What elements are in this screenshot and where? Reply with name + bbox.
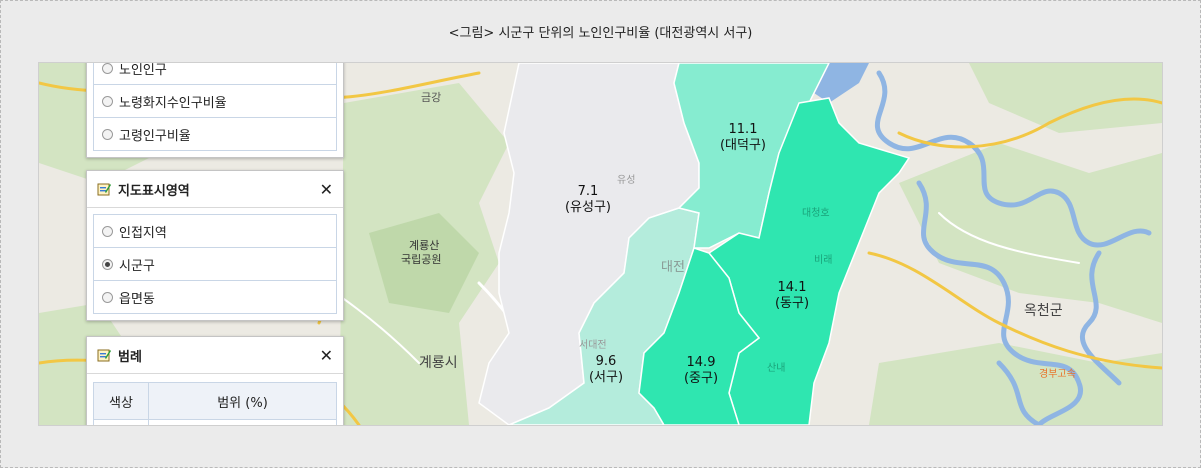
region-junggu[interactable] bbox=[638, 247, 761, 425]
legend-range-cell bbox=[148, 419, 337, 425]
value-daedeok: 11.1 bbox=[729, 122, 758, 137]
label-gyeryong: 계룡시 bbox=[419, 355, 458, 371]
option-label: 노인인구 bbox=[119, 62, 167, 78]
label-okcheon: 옥천군 bbox=[1024, 303, 1063, 319]
label-daecheong: 대청호 bbox=[802, 207, 830, 219]
edit-note-icon bbox=[97, 183, 111, 196]
water-layer bbox=[874, 70, 1152, 425]
value-donggu: 14.1 bbox=[778, 280, 807, 295]
label-daejeon: 대전 bbox=[661, 260, 685, 275]
legend-panel: 범례 ✕ 색상 범위 (%) bbox=[86, 336, 344, 425]
display-area-option-list: 인접지역 시군구 읍면동 bbox=[93, 214, 337, 314]
option-eupmyeondong[interactable]: 읍면동 bbox=[94, 281, 336, 313]
option-sigungu[interactable]: 시군구 bbox=[94, 248, 336, 281]
option-adjacent-area[interactable]: 인접지역 bbox=[94, 215, 336, 248]
label-sannae: 산내 bbox=[767, 362, 785, 374]
map-viewport[interactable]: 금강 계룡산 국립공원 계룡시 옥천군 경부고속 유성 대전 서대전 대청호 비… bbox=[38, 62, 1163, 426]
value-junggu: 14.9 bbox=[687, 355, 716, 370]
close-icon[interactable]: ✕ bbox=[319, 345, 333, 365]
name-donggu: (동구) bbox=[775, 296, 809, 311]
legend-column-range: 범위 (%) bbox=[148, 382, 337, 420]
figure-caption: <그림> 시군구 단위의 노인인구비율 (대전광역시 서구) bbox=[448, 26, 753, 41]
legend-column-color: 색상 bbox=[93, 382, 149, 420]
option-label: 인접지역 bbox=[119, 225, 167, 241]
name-yuseong: (유성구) bbox=[565, 200, 611, 215]
radio-button[interactable] bbox=[102, 225, 113, 237]
option-label: 시군구 bbox=[119, 258, 155, 274]
radio-button[interactable] bbox=[102, 95, 113, 107]
panel-title: 지도표시영역 bbox=[118, 183, 190, 199]
indicator-option-list: 노인인구 노령화지수인구비율 고령인구비율 bbox=[93, 62, 337, 151]
edit-note-icon bbox=[97, 349, 111, 362]
value-seogu: 9.6 bbox=[596, 354, 617, 369]
name-seogu: (서구) bbox=[589, 370, 623, 385]
option-elderly-ratio[interactable]: 고령인구비율 bbox=[94, 118, 336, 150]
legend-header-row: 색상 범위 (%) bbox=[93, 382, 337, 420]
legend-swatch-cell bbox=[93, 419, 149, 425]
option-aging-index[interactable]: 노령화지수인구비율 bbox=[94, 85, 336, 118]
region-donggu[interactable] bbox=[707, 97, 911, 425]
option-label: 노령화지수인구비율 bbox=[119, 95, 227, 111]
name-daedeok: (대덕구) bbox=[720, 138, 766, 153]
value-yuseong: 7.1 bbox=[578, 184, 599, 199]
panel-title: 범례 bbox=[118, 349, 142, 365]
label-seodaejeon: 서대전 bbox=[579, 339, 607, 351]
legend-row bbox=[93, 419, 337, 425]
radio-button[interactable] bbox=[102, 291, 113, 303]
label-biraeng: 비래 bbox=[814, 254, 832, 266]
place-labels: 금강 계룡산 국립공원 계룡시 옥천군 경부고속 유성 대전 서대전 대청호 비… bbox=[401, 91, 1076, 380]
option-label: 고령인구비율 bbox=[119, 128, 191, 144]
radio-button-selected[interactable] bbox=[102, 258, 113, 270]
label-geumgang: 금강 bbox=[421, 91, 441, 104]
radio-button[interactable] bbox=[102, 128, 113, 140]
radio-button[interactable] bbox=[102, 63, 113, 74]
label-gyeryongsan-1: 계룡산 bbox=[409, 239, 439, 252]
display-area-panel: 지도표시영역 ✕ 인접지역 시군구 읍면동 bbox=[86, 170, 344, 321]
option-elderly-population[interactable]: 노인인구 bbox=[94, 62, 336, 85]
region-value-labels: 7.1 (유성구) 9.6 (서구) 11.1 (대덕구) 14.1 (동구) … bbox=[565, 122, 809, 386]
legend-table: 색상 범위 (%) bbox=[93, 382, 337, 425]
region-layer[interactable] bbox=[478, 63, 911, 425]
option-label: 읍면동 bbox=[119, 291, 155, 307]
legend-header: 범례 ✕ bbox=[87, 337, 343, 374]
label-expressway: 경부고속 bbox=[1039, 367, 1076, 380]
indicator-panel: 노인인구 노령화지수인구비율 고령인구비율 bbox=[86, 62, 344, 158]
display-area-header: 지도표시영역 ✕ bbox=[87, 171, 343, 208]
close-icon[interactable]: ✕ bbox=[319, 179, 333, 199]
label-gyeryongsan-2: 국립공원 bbox=[401, 253, 441, 266]
name-junggu: (중구) bbox=[684, 371, 718, 386]
label-yuseong: 유성 bbox=[617, 174, 635, 186]
